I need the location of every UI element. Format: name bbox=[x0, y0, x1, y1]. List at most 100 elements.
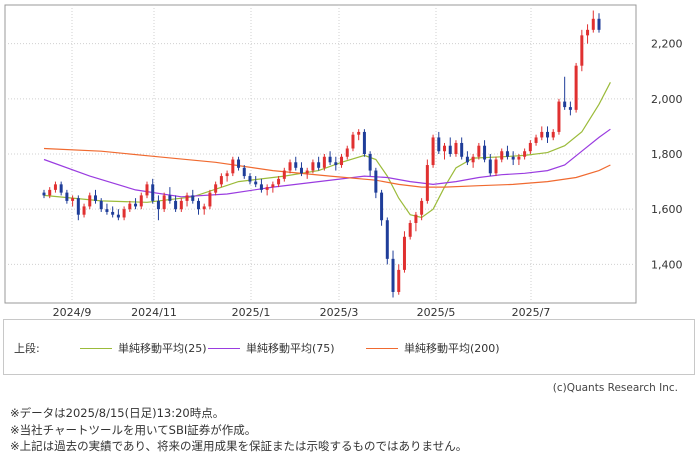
candle-body bbox=[179, 200, 183, 210]
note-line: ※上記は過去の実績であり、将来の運用成果を保証または示唆するものではありません。 bbox=[10, 439, 468, 453]
candle-body bbox=[443, 145, 447, 152]
candle-body bbox=[437, 137, 441, 152]
candle-body bbox=[65, 192, 69, 201]
candle-body bbox=[317, 162, 321, 168]
legend-label-ma75: 単純移動平均(75) bbox=[246, 342, 335, 355]
moving-average-line bbox=[43, 128, 611, 198]
candle-body bbox=[71, 198, 75, 201]
x-tick-label: 2025/1 bbox=[232, 306, 271, 319]
candle-body bbox=[357, 131, 361, 135]
candle-body bbox=[282, 170, 286, 179]
candle-body bbox=[53, 184, 57, 190]
legend-swatch-ma25 bbox=[80, 347, 112, 349]
moving-average-line bbox=[43, 147, 611, 188]
candle-body bbox=[546, 131, 550, 138]
candle-body bbox=[311, 162, 315, 171]
x-tick-label: 2025/5 bbox=[417, 306, 456, 319]
candle-body bbox=[219, 176, 223, 185]
x-tick-label: 2024/9 bbox=[53, 306, 92, 319]
candle-body bbox=[162, 195, 166, 210]
candle-body bbox=[511, 156, 515, 160]
note-line: ※データは2025/8/15(日足)13:20時点。 bbox=[10, 406, 225, 420]
candle-body bbox=[82, 206, 86, 215]
candle-body bbox=[191, 195, 195, 201]
candle-body bbox=[494, 159, 498, 174]
candle-body bbox=[105, 209, 109, 212]
candle-body bbox=[591, 18, 595, 30]
candle-body bbox=[557, 101, 561, 132]
candle-body bbox=[42, 192, 46, 196]
candle-body bbox=[397, 269, 401, 292]
candle-body bbox=[151, 184, 155, 201]
candle-body bbox=[271, 184, 275, 188]
candle-body bbox=[265, 187, 269, 190]
candle-body bbox=[505, 151, 509, 157]
x-tick-label: 2024/11 bbox=[131, 306, 177, 319]
candle-body bbox=[299, 167, 303, 174]
candle-body bbox=[116, 214, 120, 218]
candle-body bbox=[277, 178, 281, 185]
candle-body bbox=[402, 236, 406, 270]
candle-body bbox=[488, 159, 492, 174]
candle-body bbox=[580, 35, 584, 66]
copyright-credit: (c)Quants Research Inc. bbox=[552, 382, 678, 394]
candle-body bbox=[76, 198, 80, 215]
candle-body bbox=[380, 192, 384, 221]
candle-body bbox=[294, 162, 298, 168]
candle-body bbox=[351, 134, 355, 149]
candle-body bbox=[345, 148, 349, 157]
candle-body bbox=[568, 107, 572, 110]
candle-body bbox=[139, 195, 143, 207]
candle-body bbox=[111, 211, 115, 215]
candle-body bbox=[196, 200, 200, 210]
legend-prefix: 上段: bbox=[14, 342, 40, 355]
candle-body bbox=[420, 200, 424, 215]
candle-body bbox=[414, 214, 418, 223]
legend: 上段: 単純移動平均(25) 単純移動平均(75) 単純移動平均(200) bbox=[3, 319, 695, 375]
candle-body bbox=[563, 101, 567, 108]
legend-label-ma200: 単純移動平均(200) bbox=[404, 342, 500, 355]
legend-item-ma25: 単純移動平均(25) bbox=[80, 340, 207, 356]
y-tick-label: 2,200 bbox=[651, 38, 683, 51]
y-tick-label: 1,600 bbox=[651, 203, 683, 216]
candle-body bbox=[99, 200, 103, 210]
candle-body bbox=[128, 203, 132, 210]
candle-body bbox=[540, 131, 544, 138]
chart-canvas: 2024/9 2024/11 2025/1 2025/3 2025/5 2025/7 1,4… bbox=[4, 4, 683, 319]
candle-body bbox=[408, 222, 412, 237]
candle-body bbox=[48, 189, 52, 196]
candle-body bbox=[500, 151, 504, 160]
candle-body bbox=[237, 159, 241, 168]
candle-body bbox=[288, 162, 292, 171]
legend-swatch-ma200 bbox=[366, 347, 398, 349]
candle-body bbox=[322, 156, 326, 168]
candle-body bbox=[242, 167, 246, 177]
candle-body bbox=[328, 156, 332, 163]
candle-body bbox=[214, 184, 218, 193]
candle-body bbox=[454, 142, 458, 154]
x-tick-label: 2025/3 bbox=[320, 306, 359, 319]
candle-body bbox=[59, 184, 63, 193]
candle-body bbox=[517, 156, 521, 160]
candle-body bbox=[122, 209, 126, 218]
candle-body bbox=[202, 206, 206, 210]
candle-body bbox=[551, 131, 555, 138]
note-line: ※当社チャートツールを用いてSBI証券が作成。 bbox=[10, 422, 257, 437]
candle-body bbox=[534, 137, 538, 143]
candle-body bbox=[425, 165, 429, 201]
candle-body bbox=[305, 170, 309, 174]
y-tick-label: 1,800 bbox=[651, 148, 683, 161]
candle-body bbox=[385, 220, 389, 259]
candle-body bbox=[528, 142, 532, 152]
candle-body bbox=[597, 18, 601, 30]
candle-body bbox=[523, 151, 527, 157]
candle-body bbox=[368, 154, 372, 171]
candle-body bbox=[156, 200, 160, 210]
legend-label-ma25: 単純移動平均(25) bbox=[118, 342, 207, 355]
candle-body bbox=[254, 181, 258, 185]
candle-body bbox=[586, 29, 590, 36]
candle-body bbox=[362, 131, 366, 154]
candle-body bbox=[391, 258, 395, 292]
candle-body bbox=[174, 200, 178, 210]
candle-body bbox=[574, 65, 578, 110]
